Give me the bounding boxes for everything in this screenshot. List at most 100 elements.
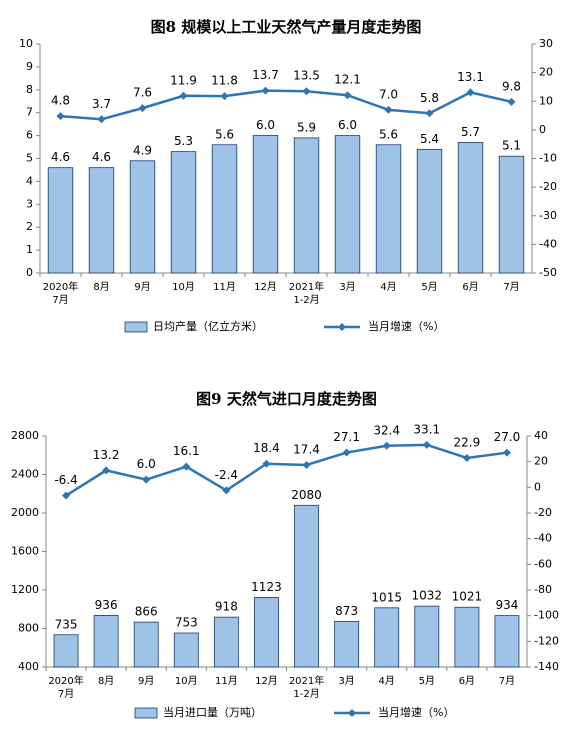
bar xyxy=(416,148,443,274)
line-marker xyxy=(102,466,111,475)
y2-tick-label: 40 xyxy=(534,429,548,442)
line-marker xyxy=(142,475,151,484)
y2-tick-label: 30 xyxy=(539,37,553,50)
legend-swatch xyxy=(338,323,346,331)
line-marker xyxy=(222,486,231,495)
line-marker xyxy=(507,97,516,106)
line-value-label: 17.4 xyxy=(293,443,320,457)
y-tick-label: 9 xyxy=(26,60,33,73)
bar-value-label: 5.6 xyxy=(379,127,398,141)
legend-label: 当月进口量（万吨） xyxy=(163,705,262,719)
bar-value-label: 5.1 xyxy=(502,139,521,153)
y2-tick-label: -120 xyxy=(534,634,559,647)
line-value-label: 5.8 xyxy=(420,91,439,105)
y2-tick-label: -60 xyxy=(534,557,552,570)
line-value-label: 11.9 xyxy=(170,73,197,87)
bar-value-label: 5.4 xyxy=(420,132,439,146)
y-tick-label: 800 xyxy=(18,622,39,635)
bar-value-label: 6.0 xyxy=(256,118,275,132)
x-tick-label: 6月 xyxy=(462,281,478,293)
line-value-label: 4.8 xyxy=(51,94,70,108)
line-marker xyxy=(179,91,188,100)
bar-value-label: 5.6 xyxy=(215,127,234,141)
x-tick-label: 11月 xyxy=(215,675,238,687)
bar-value-label: 866 xyxy=(135,605,158,619)
bar-value-label: 4.6 xyxy=(51,150,70,164)
bar-value-label: 918 xyxy=(215,600,238,614)
line-marker xyxy=(422,440,431,449)
y2-tick-label: -100 xyxy=(534,609,559,622)
bar xyxy=(173,632,199,668)
bar xyxy=(170,151,197,274)
y-tick-label: 3 xyxy=(26,197,33,210)
y-tick-label: 0 xyxy=(26,266,33,279)
bar-value-label: 4.6 xyxy=(92,150,111,164)
y-tick-label: 1 xyxy=(26,243,33,256)
line-marker xyxy=(62,491,71,500)
bar-value-label: 2080 xyxy=(291,488,322,502)
bar-value-label: 936 xyxy=(95,598,118,612)
line-value-label: 32.4 xyxy=(373,423,400,437)
line-value-label: 13.5 xyxy=(293,69,320,83)
line-value-label: -2.4 xyxy=(215,468,238,482)
y2-tick-label: 0 xyxy=(534,480,541,493)
line-value-label: 13.1 xyxy=(457,70,484,84)
y2-tick-label: 20 xyxy=(539,66,553,79)
bar-value-label: 6.0 xyxy=(338,118,357,132)
line-marker xyxy=(425,109,434,118)
line-value-label: 27.0 xyxy=(494,430,521,444)
bar xyxy=(334,621,360,668)
y2-tick-label: -40 xyxy=(534,532,552,545)
x-tick-label: 9月 xyxy=(134,281,150,293)
line-value-label: 18.4 xyxy=(253,441,280,455)
line-marker xyxy=(138,104,147,113)
line-marker xyxy=(262,459,271,468)
bar xyxy=(47,167,74,274)
bar-value-label: 934 xyxy=(496,598,519,612)
x-tick-label: 7月 xyxy=(499,675,515,687)
y2-tick-label: -20 xyxy=(539,180,557,193)
y2-tick-label: 0 xyxy=(539,123,546,136)
bar-value-label: 1015 xyxy=(371,590,402,604)
x-tick-label: 4月 xyxy=(379,675,395,687)
line-value-label: 33.1 xyxy=(413,422,440,436)
bar xyxy=(133,621,159,668)
line-value-label: 13.7 xyxy=(252,68,279,82)
line-marker xyxy=(384,105,393,114)
x-tick-label: 10月 xyxy=(175,675,198,687)
y-tick-label: 2000 xyxy=(11,506,39,519)
y-tick-label: 2 xyxy=(26,220,33,233)
line-value-label: 12.1 xyxy=(334,73,361,87)
bar xyxy=(334,135,361,274)
y-tick-label: 5 xyxy=(26,152,33,165)
x-tick-label: 2021年 1-2月 xyxy=(289,280,324,306)
x-tick-label: 6月 xyxy=(459,675,475,687)
line-value-label: 11.8 xyxy=(211,74,238,88)
x-tick-label: 12月 xyxy=(255,675,278,687)
bar-value-label: 5.3 xyxy=(174,134,193,148)
x-tick-label: 10月 xyxy=(172,281,195,293)
line-value-label: 22.9 xyxy=(454,435,481,449)
line-value-label: 3.7 xyxy=(92,97,111,111)
bar xyxy=(454,606,480,668)
y-tick-label: 7 xyxy=(26,106,33,119)
x-tick-label: 5月 xyxy=(421,281,437,293)
y2-tick-label: -50 xyxy=(539,266,557,279)
bar xyxy=(498,155,525,274)
bar xyxy=(375,144,402,274)
y-tick-label: 2400 xyxy=(11,468,39,481)
bar-value-label: 1021 xyxy=(452,590,483,604)
y2-tick-label: -10 xyxy=(539,152,557,165)
line-marker xyxy=(343,91,352,100)
y2-tick-label: 10 xyxy=(539,94,553,107)
y-tick-label: 2800 xyxy=(11,429,39,442)
x-tick-label: 7月 xyxy=(503,281,519,293)
line-marker xyxy=(182,462,191,471)
y-tick-label: 400 xyxy=(18,660,39,673)
line-value-label: 7.0 xyxy=(379,87,398,101)
line-marker xyxy=(302,461,311,470)
x-tick-label: 8月 xyxy=(98,675,114,687)
line xyxy=(60,89,512,121)
legend-label: 日均产量（亿立方米） xyxy=(153,319,263,333)
bar xyxy=(414,605,440,668)
